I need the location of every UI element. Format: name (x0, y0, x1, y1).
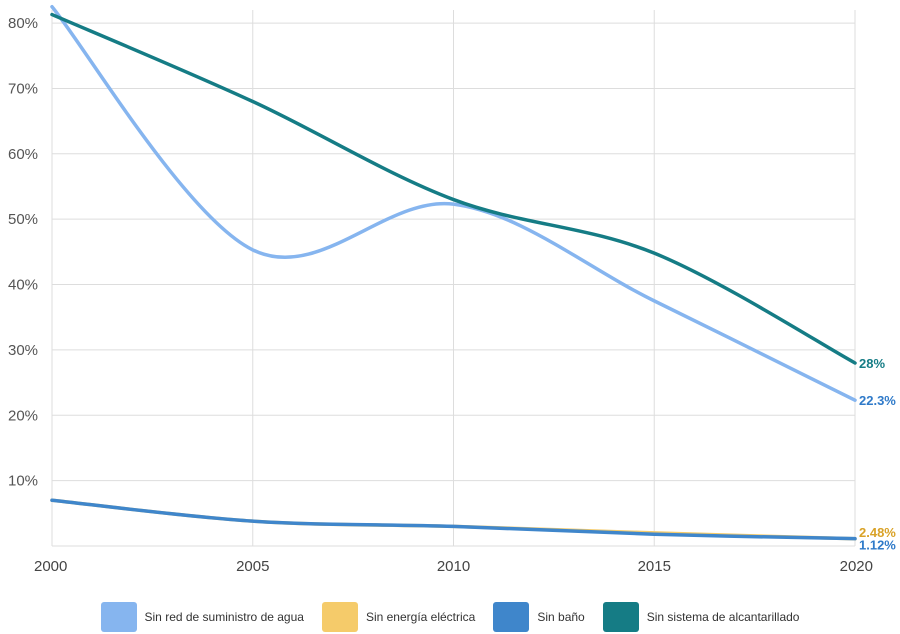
y-tick-label: 60% (8, 146, 38, 163)
y-tick-label: 70% (8, 80, 38, 97)
x-tick-label: 2005 (236, 558, 269, 575)
y-axis-ticks: 10% 20% 30% 40% 50% 60% 70% 80% (8, 15, 38, 490)
legend-label: Sin sistema de alcantarillado (646, 610, 800, 624)
series-line-3 (50, 12, 857, 365)
end-label-1: 2.48% (859, 525, 896, 540)
legend-label: Sin energía eléctrica (365, 610, 476, 624)
end-label-0: 22.3% (859, 393, 896, 408)
y-tick-label: 30% (8, 342, 38, 359)
series-line-2 (50, 498, 857, 541)
y-tick-label: 80% (8, 15, 38, 32)
x-tick-label: 2015 (638, 558, 671, 575)
legend-item-3[interactable]: Sin sistema de alcantarillado (602, 602, 800, 632)
end-label-2: 1.12% (859, 538, 896, 553)
legend-label: Sin baño (537, 610, 585, 624)
series-line-0 (50, 4, 857, 402)
legend-item-1[interactable]: Sin energía eléctrica (321, 602, 476, 632)
end-labels: 22.3% 2.48%1.12% 28% (859, 356, 896, 553)
legend-label: Sin red de suministro de agua (144, 610, 304, 624)
y-tick-label: 40% (8, 277, 38, 294)
x-tick-label: 2020 (840, 558, 873, 575)
legend-swatch (602, 602, 639, 632)
y-tick-label: 10% (8, 473, 38, 490)
legend: Sin red de suministro de agua Sin energía… (0, 600, 900, 634)
end-label-3: 28% (859, 356, 885, 371)
legend-swatch (321, 602, 358, 632)
y-tick-label: 50% (8, 211, 38, 228)
grid (51, 10, 856, 547)
x-axis-ticks: 2000 2005 2010 2015 2020 (34, 558, 873, 575)
legend-swatch (493, 602, 530, 632)
x-tick-label: 2010 (437, 558, 470, 575)
legend-item-0[interactable]: Sin red de suministro de agua (100, 602, 304, 632)
x-tick-label: 2000 (34, 558, 67, 575)
legend-item-2[interactable]: Sin baño (493, 602, 585, 632)
series-lines (50, 4, 857, 541)
legend-swatch (100, 602, 137, 632)
y-tick-label: 20% (8, 407, 38, 424)
line-chart: 10% 20% 30% 40% 50% 60% 70% 80% 2000 2005 2010 201… (8, 4, 896, 575)
